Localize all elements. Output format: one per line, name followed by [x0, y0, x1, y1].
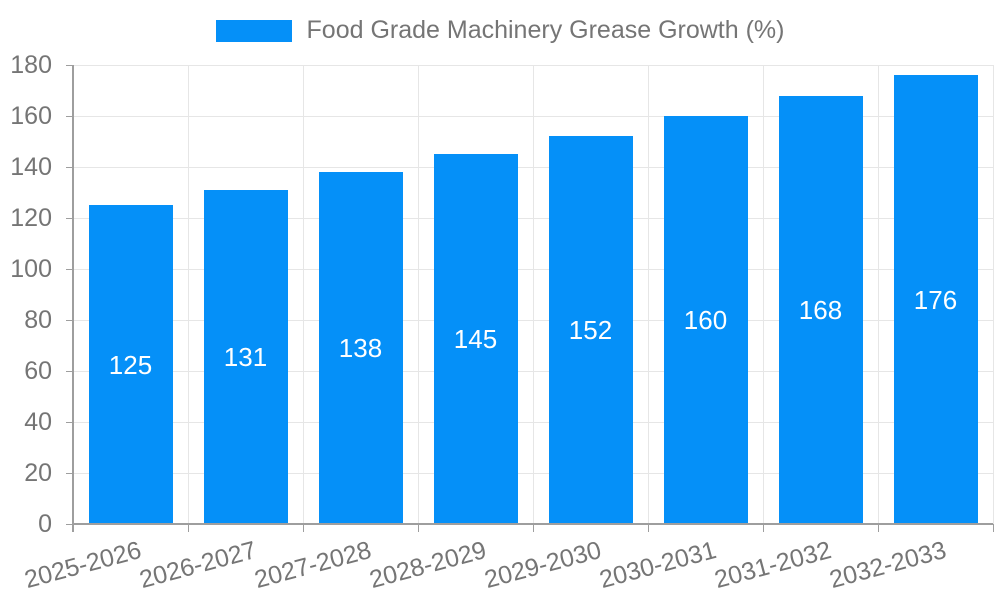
x-tick-label: 2031-2032 — [711, 536, 834, 594]
y-axis-tick — [66, 268, 73, 270]
legend-item[interactable]: Food Grade Machinery Grease Growth (%) — [215, 16, 785, 45]
x-tick-label: 2025-2026 — [21, 536, 144, 594]
x-tick-label: 2029-2030 — [481, 536, 604, 594]
x-tick-label: 2027-2028 — [251, 536, 374, 594]
bar-value-label: 168 — [798, 294, 843, 325]
x-axis-tick — [762, 524, 764, 532]
x-axis-tick — [877, 524, 879, 532]
vertical-gridline — [418, 65, 419, 524]
x-axis-tick — [417, 524, 419, 532]
x-tick-label: 2026-2027 — [136, 536, 259, 594]
y-axis-tick — [66, 217, 73, 219]
bar[interactable] — [203, 189, 288, 524]
vertical-gridline — [188, 65, 189, 524]
bar[interactable] — [548, 136, 633, 524]
bar-value-label: 145 — [453, 324, 498, 355]
y-tick-label: 120 — [10, 204, 52, 232]
x-tick-label: 2028-2029 — [366, 536, 489, 594]
x-axis-tick — [647, 524, 649, 532]
chart-legend: Food Grade Machinery Grease Growth (%) — [0, 16, 1000, 45]
bar[interactable] — [88, 205, 173, 524]
bar[interactable] — [778, 95, 863, 524]
y-axis-tick — [66, 421, 73, 423]
y-tick-label: 40 — [24, 408, 52, 436]
bar-value-label: 176 — [913, 284, 958, 315]
x-tick-label: 2030-2031 — [596, 536, 719, 594]
bar-value-label: 138 — [338, 333, 383, 364]
vertical-gridline — [878, 65, 879, 524]
y-axis-tick — [66, 523, 73, 525]
vertical-gridline — [533, 65, 534, 524]
vertical-gridline — [303, 65, 304, 524]
vertical-gridline — [993, 65, 994, 524]
y-tick-label: 0 — [38, 510, 52, 538]
y-tick-label: 180 — [10, 51, 52, 79]
x-axis-tick — [302, 524, 304, 532]
y-axis-tick — [66, 370, 73, 372]
bar-value-label: 125 — [108, 349, 153, 380]
bar-value-label: 152 — [568, 315, 613, 346]
bar-value-label: 131 — [223, 341, 268, 372]
x-axis-tick — [187, 524, 189, 532]
x-axis-tick — [532, 524, 534, 532]
bar[interactable] — [433, 154, 518, 524]
y-axis-tick — [66, 472, 73, 474]
y-tick-label: 20 — [24, 459, 52, 487]
y-tick-label: 80 — [24, 306, 52, 334]
y-tick-label: 140 — [10, 153, 52, 181]
bar[interactable] — [893, 75, 978, 524]
y-tick-label: 160 — [10, 102, 52, 130]
y-axis-tick — [66, 64, 73, 66]
x-axis-line — [73, 523, 993, 525]
legend-label: Food Grade Machinery Grease Growth (%) — [306, 16, 785, 44]
bar-value-label: 160 — [683, 305, 728, 335]
y-axis-tick — [66, 319, 73, 321]
y-tick-label: 100 — [10, 255, 52, 283]
y-axis-tick — [66, 166, 73, 168]
vertical-gridline — [648, 65, 649, 524]
legend-color-swatch — [215, 19, 292, 42]
y-axis-line — [72, 65, 74, 532]
x-axis-tick — [992, 524, 994, 532]
bar[interactable] — [318, 172, 403, 524]
vertical-gridline — [763, 65, 764, 524]
y-axis-tick — [66, 115, 73, 117]
x-tick-label: 2032-2033 — [826, 536, 949, 594]
bar[interactable] — [663, 116, 748, 524]
y-tick-label: 60 — [24, 357, 52, 385]
